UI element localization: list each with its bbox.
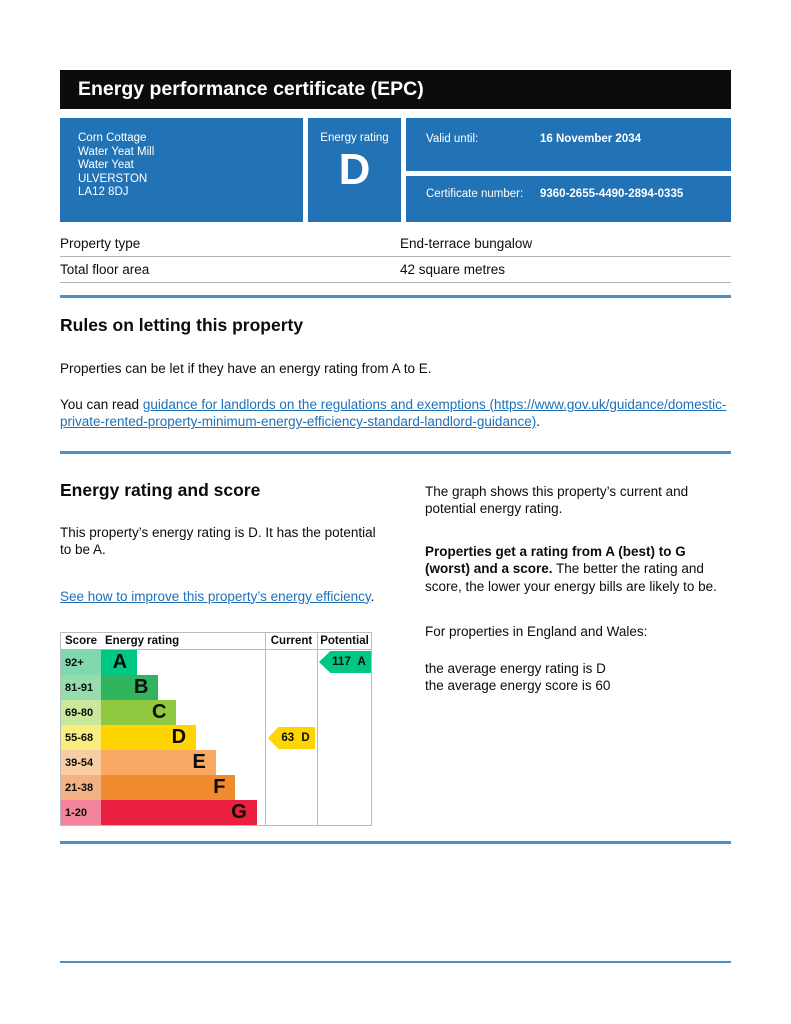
- certificate-number-box: Certificate number: 9360-2655-4490-2894-…: [406, 176, 731, 222]
- letting-rules-heading: Rules on letting this property: [60, 315, 304, 335]
- address-line: Corn Cottage: [78, 132, 147, 144]
- valid-until-box: Valid until: 16 November 2034: [406, 118, 731, 171]
- improve-suffix: .: [370, 588, 375, 604]
- letting-rules-section: Rules on letting this property Propertie…: [60, 315, 731, 431]
- property-details-table: Property type End-terrace bungalow Total…: [60, 231, 731, 283]
- band-g-bar: G: [101, 800, 257, 825]
- property-type-value: End-terrace bungalow: [400, 236, 533, 251]
- band-c-bar: C: [101, 700, 177, 725]
- landlord-guidance-link[interactable]: guidance for landlords on the regulation…: [60, 396, 727, 430]
- potential-rating-arrow: 117 A: [319, 651, 371, 673]
- current-rating-column: 63 D: [265, 650, 317, 825]
- certificate-number-value: 9360-2655-4490-2894-0335: [540, 188, 684, 200]
- band-e: E: [101, 750, 265, 775]
- page-title: Energy performance certificate (EPC): [60, 70, 731, 109]
- average-score-line: the average energy score is 60: [425, 678, 611, 693]
- score-range-d: 55-68: [61, 725, 101, 750]
- address-line: Water Yeat Mill: [78, 145, 155, 158]
- guidance-prefix: You can read: [60, 396, 143, 412]
- rating-explainer-bold: Properties get a rating from A (best) to…: [425, 543, 686, 577]
- score-range-b: 81-91: [61, 675, 101, 700]
- rating-explainer-rest: The better the rating and score, the low…: [425, 561, 717, 594]
- band-f: F: [101, 775, 265, 800]
- score-range-g: 1-20: [61, 800, 101, 825]
- property-type-label: Property type: [60, 236, 141, 251]
- energy-rating-value: D: [338, 145, 371, 194]
- summary-panel: Corn Cottage Water Yeat Mill Water Yeat …: [60, 118, 731, 222]
- england-wales-text: For properties in England and Wales:: [425, 624, 648, 639]
- valid-until-value: 16 November 2034: [540, 133, 642, 145]
- band-d-bar: D: [101, 725, 197, 750]
- band-e-bar: E: [101, 750, 216, 775]
- band-f-bar: F: [101, 775, 236, 800]
- rating-right-column: The graph shows this property’s current …: [425, 480, 731, 827]
- score-range-e: 39-54: [61, 750, 101, 775]
- valid-until-label: Valid until:: [426, 133, 479, 145]
- chart-header-potential: Potential: [317, 633, 371, 650]
- potential-rating-column: 117 A: [317, 650, 371, 825]
- certificate-page: Energy performance certificate (EPC) Cor…: [60, 70, 731, 963]
- certificate-meta: Valid until: 16 November 2034 Certificat…: [406, 118, 731, 222]
- certificate-number-label: Certificate number:: [426, 188, 524, 200]
- average-rating-line: the average energy rating is D: [425, 660, 606, 676]
- band-c: C: [101, 700, 265, 725]
- score-range-f: 21-38: [61, 775, 101, 800]
- score-range-a: 92+: [61, 650, 101, 675]
- section-divider: [60, 450, 731, 454]
- epc-rating-chart: Score Energy rating Current Potential 92…: [60, 632, 372, 826]
- guidance-suffix: .: [536, 414, 540, 429]
- letting-rules-text: Properties can be let if they have an en…: [60, 361, 432, 376]
- band-d: D: [101, 725, 265, 750]
- floor-area-label: Total floor area: [60, 262, 150, 277]
- energy-rating-box: Energy rating D: [308, 118, 401, 222]
- band-b-bar: B: [101, 675, 159, 700]
- rating-summary-text: This property’s energy rating is D. It h…: [60, 524, 376, 558]
- band-b: B: [101, 675, 265, 700]
- rating-explainer-text: Properties get a rating from A (best) to…: [425, 543, 731, 596]
- current-rating-arrow: 63 D: [268, 727, 315, 749]
- rating-left-column: Energy rating and score This property’s …: [60, 479, 390, 826]
- section-divider: [60, 295, 731, 298]
- guidance-paragraph: You can read guidance for landlords on t…: [60, 396, 731, 431]
- chart-header-current: Current: [265, 633, 317, 650]
- section-divider: [60, 841, 731, 844]
- chart-header-rating: Energy rating: [101, 633, 265, 650]
- page-bottom-divider: [60, 961, 731, 963]
- address-line: Water Yeat: [78, 159, 134, 171]
- rating-section-heading: Energy rating and score: [60, 479, 261, 500]
- band-a: A: [101, 650, 265, 675]
- table-row: Total floor area 42 square metres: [60, 257, 731, 283]
- energy-rating-label: Energy rating: [320, 132, 389, 144]
- improve-paragraph: See how to improve this property’s energ…: [60, 588, 390, 606]
- band-a-bar: A: [101, 650, 138, 675]
- chart-header-score: Score: [61, 633, 101, 650]
- improve-efficiency-link[interactable]: See how to improve this property’s energ…: [60, 588, 371, 604]
- score-range-c: 69-80: [61, 700, 101, 725]
- band-g: G: [101, 800, 265, 825]
- property-address: Corn Cottage Water Yeat Mill Water Yeat …: [60, 118, 303, 222]
- graph-intro-text: The graph shows this property’s current …: [425, 483, 689, 517]
- average-values-text: the average energy rating is D the averag…: [425, 660, 731, 695]
- floor-area-value: 42 square metres: [400, 262, 506, 277]
- energy-rating-section: Energy rating and score This property’s …: [60, 479, 731, 827]
- address-line: LA12 8DJ: [78, 186, 129, 198]
- table-row: Property type End-terrace bungalow: [60, 231, 731, 257]
- address-line: ULVERSTON: [78, 172, 148, 185]
